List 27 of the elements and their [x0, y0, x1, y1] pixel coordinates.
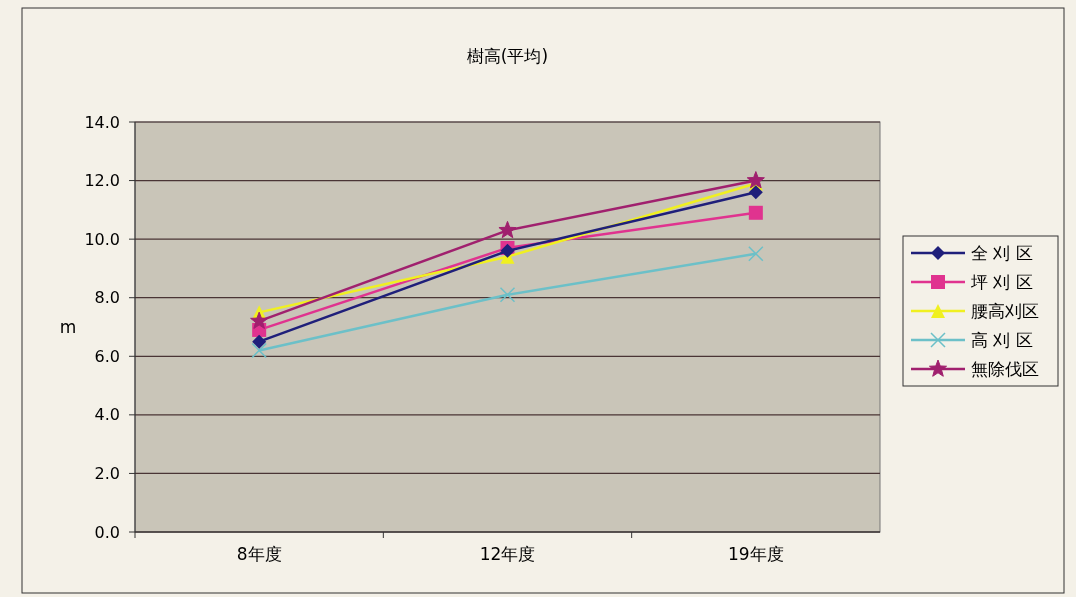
- y-tick-label: 14.0: [84, 112, 120, 132]
- legend-label: 腰高刈区: [971, 300, 1039, 321]
- point: [748, 205, 763, 220]
- legend-label: 全 刈 区: [971, 242, 1033, 263]
- x-tick-label: 8年度: [236, 544, 282, 564]
- x-tick-label: 12年度: [479, 544, 536, 564]
- y-tick-label: 6.0: [94, 346, 120, 366]
- legend-label: 坪 刈 区: [970, 271, 1033, 292]
- y-tick-label: 4.0: [94, 405, 120, 425]
- point: [499, 287, 516, 303]
- point: [251, 342, 267, 359]
- y-tick-label: 2.0: [94, 464, 120, 484]
- y-tick-label: 10.0: [84, 229, 120, 249]
- point: [748, 246, 764, 262]
- y-tick-label: 8.0: [94, 288, 120, 308]
- chart-title: 樹高(平均): [466, 46, 549, 66]
- point: [498, 220, 517, 239]
- legend-label: 高 刈 区: [971, 329, 1033, 350]
- y-axis-title: m: [59, 317, 77, 337]
- legend-label: 無除伐区: [971, 358, 1039, 379]
- y-tick-label: 0.0: [94, 522, 120, 542]
- point: [252, 334, 267, 349]
- x-tick-label: 19年度: [728, 544, 784, 564]
- point: [250, 311, 269, 329]
- point: [746, 171, 765, 189]
- y-tick-label: 12.0: [84, 171, 120, 191]
- point: [748, 185, 763, 200]
